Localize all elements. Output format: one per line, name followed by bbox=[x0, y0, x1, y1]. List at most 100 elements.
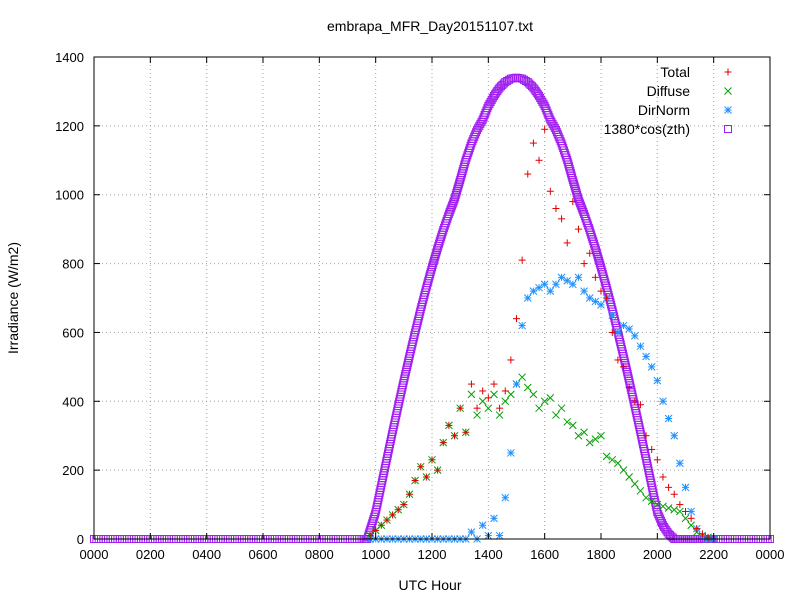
data-point bbox=[659, 502, 667, 511]
data-point bbox=[563, 418, 572, 426]
data-point bbox=[558, 215, 566, 223]
data-point bbox=[523, 383, 532, 392]
data-point bbox=[676, 507, 684, 516]
data-point bbox=[529, 390, 538, 399]
data-point bbox=[653, 500, 662, 509]
y-tick-label: 1400 bbox=[55, 50, 84, 65]
data-point bbox=[431, 250, 440, 259]
data-point bbox=[597, 301, 605, 309]
legend-item: 1380*cos(zth) bbox=[604, 121, 732, 137]
data-point bbox=[439, 439, 447, 447]
data-point bbox=[592, 248, 601, 257]
data-point bbox=[636, 486, 645, 495]
data-point bbox=[467, 390, 476, 399]
data-point bbox=[484, 404, 493, 413]
data-point bbox=[693, 525, 701, 533]
data-point bbox=[513, 315, 520, 323]
legend: Total Diffuse DirNorm 1380*cos(zth) bbox=[604, 64, 732, 137]
data-point bbox=[568, 280, 577, 289]
data-point bbox=[451, 432, 459, 440]
data-point bbox=[478, 521, 487, 530]
x-tick-label: 2200 bbox=[699, 547, 728, 562]
data-point bbox=[573, 190, 582, 199]
data-point bbox=[546, 187, 554, 195]
series-0 bbox=[366, 125, 718, 543]
data-point bbox=[630, 332, 639, 340]
data-point bbox=[572, 188, 581, 197]
data-point bbox=[664, 414, 673, 423]
data-point bbox=[525, 79, 534, 88]
y-axis-label: Irradiance (W/m2) bbox=[5, 242, 21, 354]
data-point bbox=[512, 380, 521, 388]
data-point bbox=[540, 397, 549, 406]
data-point bbox=[394, 506, 402, 514]
x-tick-label: 0000 bbox=[80, 547, 109, 562]
data-point bbox=[429, 259, 438, 268]
data-point bbox=[524, 170, 532, 178]
data-point bbox=[451, 190, 460, 199]
data-point bbox=[664, 504, 673, 512]
x-tick-label: 2000 bbox=[643, 547, 672, 562]
data-point bbox=[451, 193, 460, 202]
data-point bbox=[411, 476, 419, 484]
data-point bbox=[653, 376, 662, 385]
data-point bbox=[670, 490, 678, 498]
x-tick-label: 0000 bbox=[756, 547, 785, 562]
data-point bbox=[496, 404, 504, 412]
data-point bbox=[614, 356, 622, 364]
data-point bbox=[453, 186, 462, 195]
data-point bbox=[557, 404, 566, 413]
data-point bbox=[467, 380, 475, 388]
data-point bbox=[452, 188, 461, 197]
data-point bbox=[445, 207, 454, 216]
y-tick-label: 200 bbox=[62, 463, 84, 478]
data-point bbox=[573, 193, 582, 202]
data-point bbox=[597, 431, 605, 440]
data-point bbox=[507, 356, 515, 364]
legend-label: Total bbox=[660, 64, 690, 80]
data-point bbox=[456, 404, 464, 412]
legend-label: DirNorm bbox=[638, 102, 690, 118]
data-point bbox=[586, 249, 594, 257]
data-point bbox=[625, 325, 634, 333]
x-tick-label: 0200 bbox=[136, 547, 165, 562]
data-point bbox=[449, 197, 458, 206]
data-point bbox=[552, 411, 560, 419]
data-point bbox=[647, 497, 656, 505]
data-point bbox=[574, 195, 583, 204]
data-point bbox=[580, 287, 588, 295]
legend-marker bbox=[724, 125, 732, 133]
data-point bbox=[454, 182, 463, 191]
data-point bbox=[676, 501, 684, 509]
data-point bbox=[501, 493, 510, 502]
data-point bbox=[597, 287, 605, 295]
data-point bbox=[576, 199, 585, 208]
data-point bbox=[490, 390, 498, 399]
data-point bbox=[473, 411, 481, 419]
data-point bbox=[546, 287, 555, 295]
data-point bbox=[648, 445, 656, 453]
x-tick-label: 1800 bbox=[587, 547, 616, 562]
x-tick-label: 0600 bbox=[249, 547, 278, 562]
data-point bbox=[676, 459, 684, 468]
data-point bbox=[670, 505, 679, 514]
data-point bbox=[593, 250, 602, 259]
data-point bbox=[642, 493, 650, 502]
data-point bbox=[602, 452, 611, 461]
data-point bbox=[625, 384, 633, 392]
data-point bbox=[595, 256, 604, 265]
legend-item: Diffuse bbox=[647, 83, 732, 99]
data-point bbox=[569, 198, 577, 206]
data-point bbox=[366, 532, 374, 540]
y-tick-label: 0 bbox=[77, 532, 84, 547]
data-point bbox=[430, 254, 439, 263]
data-point bbox=[484, 394, 492, 402]
data-point bbox=[417, 463, 425, 471]
data-point bbox=[608, 328, 616, 336]
y-tick-label: 1200 bbox=[55, 119, 84, 134]
data-point bbox=[546, 393, 555, 402]
data-point bbox=[591, 435, 600, 444]
data-point bbox=[563, 239, 571, 247]
data-point bbox=[642, 352, 650, 361]
